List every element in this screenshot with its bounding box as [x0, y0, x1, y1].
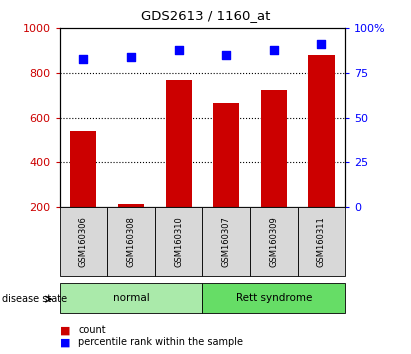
Bar [60, 207, 107, 276]
Text: Rett syndrome: Rett syndrome [236, 293, 312, 303]
Bar [60, 283, 202, 313]
Bar [213, 103, 239, 207]
Point [270, 47, 277, 53]
Point [223, 52, 229, 58]
Text: percentile rank within the sample: percentile rank within the sample [78, 337, 243, 347]
Text: GSM160309: GSM160309 [269, 216, 278, 267]
Point [318, 41, 325, 47]
Bar [155, 207, 202, 276]
Bar [298, 207, 345, 276]
Text: GSM160307: GSM160307 [222, 216, 231, 267]
Text: GSM160310: GSM160310 [174, 216, 183, 267]
Bar [70, 131, 97, 207]
Text: GSM160306: GSM160306 [79, 216, 88, 267]
Text: normal: normal [113, 293, 149, 303]
Point [128, 54, 134, 60]
Point [80, 56, 87, 62]
Text: disease state: disease state [2, 294, 67, 304]
Bar [308, 55, 335, 207]
Bar [107, 207, 155, 276]
Text: ■: ■ [60, 325, 70, 335]
Text: GDS2613 / 1160_at: GDS2613 / 1160_at [141, 9, 270, 22]
Bar [202, 207, 250, 276]
Bar [166, 80, 192, 207]
Bar [250, 207, 298, 276]
Bar [118, 204, 144, 207]
Text: count: count [78, 325, 106, 335]
Text: GSM160308: GSM160308 [127, 216, 136, 267]
Bar [202, 283, 345, 313]
Text: ■: ■ [60, 337, 70, 347]
Text: GSM160311: GSM160311 [317, 216, 326, 267]
Point [175, 47, 182, 53]
Bar [261, 90, 287, 207]
